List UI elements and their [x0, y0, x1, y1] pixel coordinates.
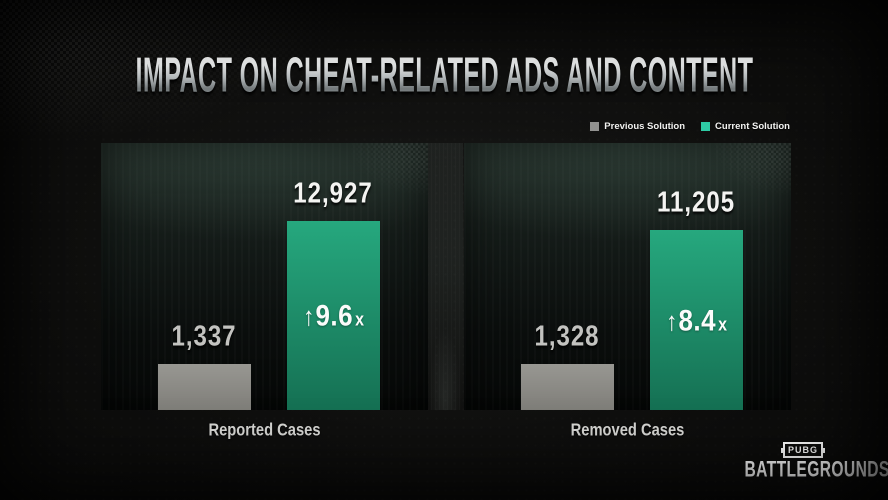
current-solution-swatch-icon — [701, 122, 711, 131]
legend-label: Current Solution — [715, 121, 790, 132]
reported-cases-label: Reported Cases — [208, 421, 321, 440]
increase-multiplier: ↑ 8.4 x — [666, 302, 727, 338]
previous-solution-value: 1,337 — [171, 320, 237, 353]
multiplier-value: 8.4 — [678, 302, 717, 337]
removed-cases-chart: ↑ 8.4 x 1,328 11,205 — [464, 143, 791, 410]
multiplier-suffix: x — [355, 310, 365, 330]
multiplier-value: 9.6 — [315, 297, 354, 333]
chart-panels: ↑ 9.6 x 1,337 12,927 ↑ 8.4 x 1,328 11,20… — [101, 143, 791, 410]
legend-label: Previous Solution — [604, 121, 686, 132]
previous-solution-swatch-icon — [590, 122, 600, 131]
current-solution-bar: ↑ 8.4 x — [650, 230, 743, 410]
legend-item-previous-solution: Previous Solution — [590, 121, 685, 132]
current-solution-value: 11,205 — [656, 186, 736, 219]
previous-solution-value: 1,328 — [534, 320, 600, 353]
pubg-battlegrounds-logo: PUBG BATTLEGROUNDS — [728, 440, 888, 483]
up-arrow-icon: ↑ — [302, 301, 315, 332]
title-bar: IMPACT ON CHEAT-RELATED ADS AND CONTENT — [0, 48, 888, 104]
page-title: IMPACT ON CHEAT-RELATED ADS AND CONTENT — [135, 47, 753, 103]
previous-solution-bar — [158, 364, 251, 410]
current-solution-bar: ↑ 9.6 x — [287, 221, 380, 410]
pubg-badge-icon: PUBG — [780, 442, 826, 458]
up-arrow-icon: ↑ — [665, 305, 678, 336]
multiplier-suffix: x — [718, 314, 728, 335]
axis-labels: Reported Cases Removed Cases — [101, 421, 791, 440]
increase-multiplier: ↑ 9.6 x — [303, 298, 364, 334]
legend-item-current-solution: Current Solution — [701, 121, 790, 132]
current-solution-value: 12,927 — [293, 177, 373, 210]
battlegrounds-wordmark: BATTLEGROUNDS — [744, 457, 888, 483]
removed-cases-label: Removed Cases — [570, 421, 685, 440]
chart-legend: Previous Solution Current Solution — [590, 121, 790, 132]
previous-solution-bar — [521, 364, 614, 410]
reported-cases-chart: ↑ 9.6 x 1,337 12,927 — [101, 143, 428, 410]
